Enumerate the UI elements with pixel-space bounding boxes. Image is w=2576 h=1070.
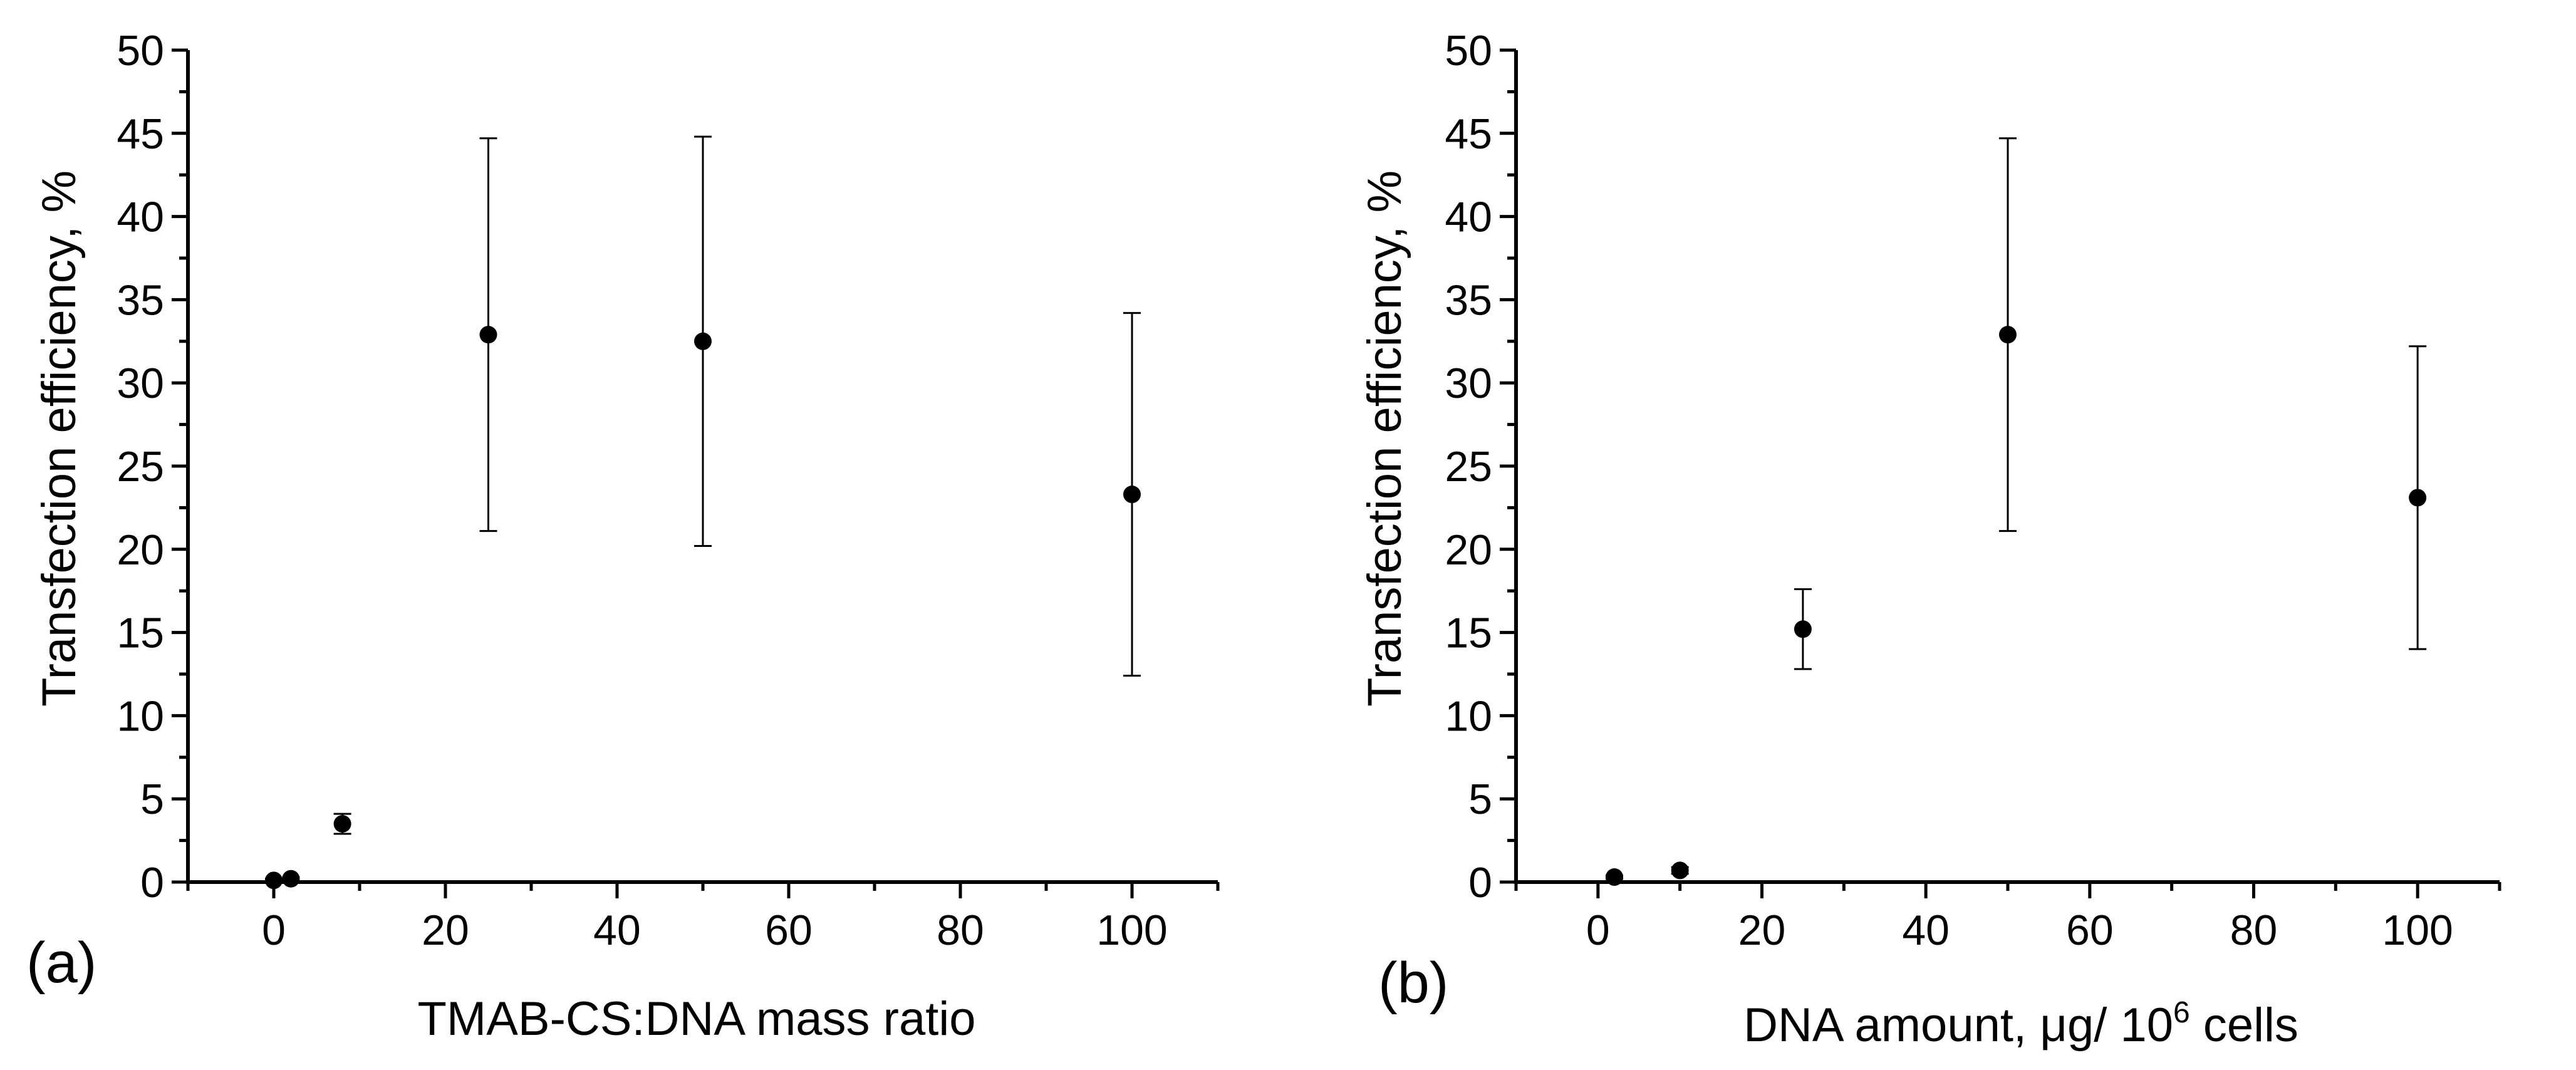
panel-a-y-tick-label: 10	[117, 692, 164, 740]
panel-a-x-tick-label: 100	[1096, 906, 1167, 954]
panel-a-y-tick-label: 20	[117, 526, 164, 574]
panel-a-axes	[172, 48, 1220, 898]
panel-b-y-tick-label: 50	[1445, 27, 1492, 75]
panel-a-x-tick-label: 0	[262, 906, 286, 954]
panel-a-error-bars	[265, 135, 1141, 883]
panel-b-y-tick-label: 35	[1445, 276, 1492, 324]
panel-b-error-bars	[1606, 137, 2427, 880]
panel-a-data-points	[265, 326, 1141, 890]
panel-b-x-tick-label: 0	[1586, 906, 1610, 954]
panel-a-x-tick-label: 40	[593, 906, 641, 954]
panel-a-label: (a)	[26, 931, 96, 995]
panel-a-x-tick-label: 60	[765, 906, 813, 954]
panel-a-y-tick-label: 0	[140, 859, 164, 906]
panel-b-x-axis-title: DNA amount, μg/ 106 cells	[1743, 996, 2298, 1052]
panel-b-label: (b)	[1378, 951, 1448, 1015]
panel-b-data-point	[1606, 868, 1623, 886]
panel-a-x-tick-label: 20	[422, 906, 469, 954]
panel-a-y-tick-label: 40	[117, 194, 164, 241]
panel-b-y-tick-label: 0	[1468, 859, 1492, 906]
panel-a-data-point	[282, 870, 300, 888]
panel-a-y-axis-title: Transfection efficiency, %	[33, 170, 86, 707]
panel-b-x-axis-title-main: DNA amount, μg/ 10	[1743, 999, 2173, 1052]
panel-b-data-point	[2409, 489, 2427, 507]
panel-a-y-tick-label: 5	[140, 776, 164, 823]
panel-a-y-tick-label: 25	[117, 443, 164, 491]
panel-b-y-tick-label: 15	[1445, 610, 1492, 657]
panel-b-y-tick-label: 10	[1445, 692, 1492, 740]
panel-b-x-tick-label: 100	[2382, 906, 2453, 954]
panel-b-x-tick-labels: 0 20 40 60 80 100	[1586, 906, 2453, 954]
panel-b-x-axis-title-tail: cells	[2190, 999, 2298, 1052]
panel-a-data-point	[333, 815, 351, 833]
panel-a-data-point	[1123, 486, 1141, 504]
panel-a-y-tick-label: 35	[117, 276, 164, 324]
panel-b-data-point	[1671, 861, 1689, 880]
panel-b-x-tick-label: 80	[2230, 906, 2278, 954]
panel-b-y-tick-labels: 0 5 10 15 20 25 30 35 40 45 50	[1445, 27, 1492, 906]
panel-b-y-tick-label: 20	[1445, 526, 1492, 574]
panel-a-y-tick-label: 45	[117, 110, 164, 158]
panel-a-y-tick-label: 50	[117, 27, 164, 75]
panel-b-y-tick-label: 40	[1445, 194, 1492, 241]
panel-b-y-tick-label: 25	[1445, 443, 1492, 491]
panel-b-x-tick-label: 60	[2066, 906, 2114, 954]
panel-b-data-point	[1999, 326, 2017, 344]
panel-b-data-point	[1794, 620, 1812, 638]
panel-a-y-tick-label: 30	[117, 360, 164, 407]
panel-a-data-point	[694, 332, 712, 350]
panel-a-y-tick-label: 15	[117, 610, 164, 657]
panel-b-x-tick-label: 20	[1738, 906, 1786, 954]
panel-a-chart: 0 5 10 15 20 25 30 35 40 45 50 0 20 40 60 80 100 Transf…	[26, 27, 1220, 1046]
panel-b-y-tick-label: 30	[1445, 360, 1492, 407]
panel-b-y-tick-label: 45	[1445, 110, 1492, 158]
panel-a-data-point	[265, 871, 283, 890]
panel-a-x-axis-title: TMAB-CS:DNA mass ratio	[417, 992, 975, 1046]
panel-a-x-tick-label: 80	[937, 906, 984, 954]
panel-a-data-point	[479, 326, 497, 344]
panel-b-y-axis-title: Transfection efficiency, %	[1358, 170, 1411, 707]
panel-b-y-tick-label: 5	[1468, 776, 1492, 823]
panel-b-data-points	[1606, 326, 2427, 886]
panel-a-y-tick-labels: 0 5 10 15 20 25 30 35 40 45 50	[117, 27, 164, 906]
panel-b-chart: 0 5 10 15 20 25 30 35 40 45 50 0 20 40 60 80 100 Transf…	[1358, 27, 2501, 1052]
panel-b-axes	[1500, 48, 2501, 898]
panel-a-x-tick-labels: 0 20 40 60 80 100	[262, 906, 1168, 954]
panel-b-x-axis-title-superscript: 6	[2173, 996, 2190, 1029]
panel-b-x-tick-label: 40	[1902, 906, 1950, 954]
